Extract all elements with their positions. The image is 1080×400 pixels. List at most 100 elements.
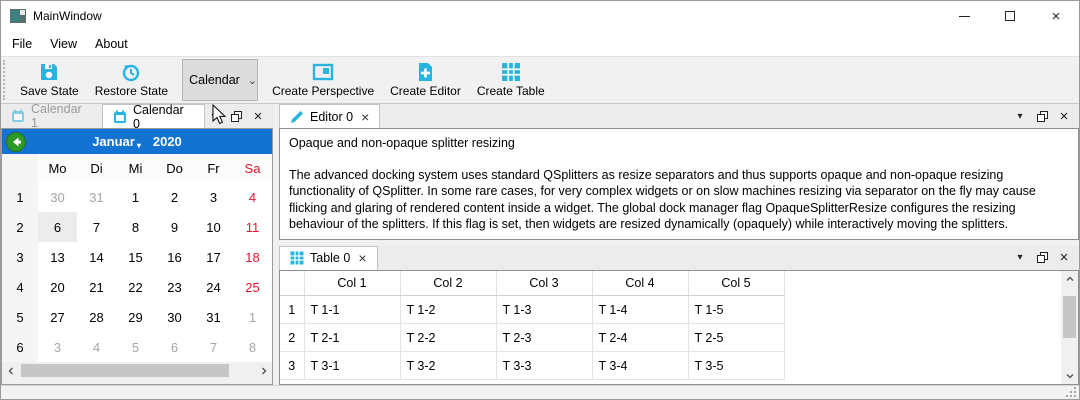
calendar-day[interactable]: 30 <box>167 309 182 325</box>
dock-float-button[interactable] <box>1033 107 1051 125</box>
menu-view[interactable]: View <box>50 36 78 51</box>
dock-close-button[interactable]: × <box>249 107 267 125</box>
year-button[interactable]: 2020 <box>152 133 182 149</box>
table-cell[interactable]: T 2-4 <box>591 323 689 352</box>
tab-calendar-0[interactable]: Calendar 0 <box>102 103 205 131</box>
table-cell[interactable]: T 1-2 <box>399 295 497 324</box>
create-table-button[interactable]: Create Table <box>469 57 553 103</box>
calendar-day[interactable]: 14 <box>89 249 104 265</box>
calendar-day[interactable]: 25 <box>245 279 260 295</box>
calendar-day[interactable]: 8 <box>248 339 257 355</box>
scrollbar-thumb[interactable] <box>21 364 229 377</box>
menu-about[interactable]: About <box>95 36 128 51</box>
menu-file[interactable]: File <box>12 36 33 51</box>
calendar-day[interactable]: 16 <box>167 249 182 265</box>
dock-menu-button[interactable]: ▾ <box>205 107 223 125</box>
column-header[interactable]: Col 2 <box>400 270 497 296</box>
calendar-day[interactable]: 6 <box>170 339 179 355</box>
create-perspective-button[interactable]: Create Perspective <box>264 57 382 103</box>
calendar-day[interactable]: 4 <box>248 189 257 205</box>
save-state-button[interactable]: Save State <box>12 57 87 103</box>
calendar-day[interactable]: 6 <box>38 212 77 242</box>
tab-close-icon[interactable]: × <box>358 250 367 266</box>
calendar-day[interactable]: 7 <box>92 219 101 235</box>
dock-menu-button[interactable]: ▾ <box>1011 249 1029 267</box>
editor-content[interactable]: Opaque and non-opaque splitter resizing … <box>279 128 1079 240</box>
scrollbar-thumb[interactable] <box>1063 295 1076 338</box>
tab-editor-0[interactable]: Editor 0 × <box>279 104 381 128</box>
calendar-day[interactable]: 18 <box>245 249 260 265</box>
calendar-day[interactable]: 17 <box>206 249 221 265</box>
table-vertical-scrollbar[interactable] <box>1061 270 1078 384</box>
table-cell[interactable]: T 2-1 <box>303 323 401 352</box>
calendar-day[interactable]: 1 <box>131 189 140 205</box>
table-cell[interactable]: T 3-2 <box>399 351 497 380</box>
row-number[interactable]: 2 <box>280 323 305 352</box>
table-cell[interactable]: T 3-5 <box>687 351 785 380</box>
column-header[interactable]: Col 4 <box>592 270 689 296</box>
calendar-day[interactable]: 28 <box>89 309 104 325</box>
table-cell[interactable]: T 3-3 <box>495 351 593 380</box>
calendar-prev-month-button[interactable] <box>6 131 26 152</box>
scroll-down-arrow[interactable] <box>1061 367 1078 384</box>
create-editor-button[interactable]: Create Editor <box>382 57 469 103</box>
calendar-day[interactable]: 7 <box>209 339 218 355</box>
scrollbar-track[interactable] <box>19 362 255 379</box>
size-grip[interactable] <box>1065 386 1077 398</box>
calendar-day[interactable]: 2 <box>170 189 179 205</box>
dock-close-button[interactable]: × <box>1055 107 1073 125</box>
scroll-right-arrow[interactable] <box>255 362 272 379</box>
calendar-day[interactable]: 11 <box>245 219 260 235</box>
calendar-day[interactable]: 8 <box>131 219 140 235</box>
month-button[interactable]: Januar <box>92 133 135 149</box>
toolbar-drag-handle[interactable] <box>3 60 10 100</box>
row-number[interactable]: 3 <box>280 351 305 380</box>
scroll-left-arrow[interactable] <box>2 362 19 379</box>
calendar-day[interactable]: 3 <box>53 339 62 355</box>
table-cell[interactable]: T 2-3 <box>495 323 593 352</box>
maximize-button[interactable] <box>987 1 1033 31</box>
calendar-day[interactable]: 15 <box>128 249 143 265</box>
close-button[interactable]: × <box>1033 1 1079 31</box>
calendar-day[interactable]: 10 <box>206 219 221 235</box>
table-cell[interactable]: T 1-5 <box>687 295 785 324</box>
tab-table-0[interactable]: Table 0 × <box>279 245 378 270</box>
table-cell[interactable]: T 2-5 <box>687 323 785 352</box>
calendar-day[interactable]: 29 <box>128 309 143 325</box>
table-cell[interactable]: T 1-3 <box>495 295 593 324</box>
horizontal-splitter[interactable] <box>279 239 1079 246</box>
restore-state-button[interactable]: Restore State <box>87 57 176 103</box>
column-header[interactable]: Col 5 <box>688 270 785 296</box>
vertical-splitter[interactable] <box>273 104 279 385</box>
calendar-day[interactable]: 22 <box>128 279 143 295</box>
table-cell[interactable]: T 1-1 <box>303 295 401 324</box>
minimize-button[interactable] <box>941 1 987 31</box>
calendar-day[interactable]: 23 <box>167 279 182 295</box>
calendar-day[interactable]: 5 <box>131 339 140 355</box>
calendar-day[interactable]: 21 <box>89 279 104 295</box>
calendar-day[interactable]: 27 <box>50 309 65 325</box>
scrollbar-track[interactable] <box>1061 288 1078 368</box>
calendar-day[interactable]: 20 <box>50 279 65 295</box>
calendar-day[interactable]: 3 <box>209 189 218 205</box>
calendar-day[interactable]: 31 <box>89 189 104 205</box>
dock-float-button[interactable] <box>227 107 245 125</box>
calendar-day[interactable]: 13 <box>50 249 65 265</box>
scroll-up-arrow[interactable] <box>1061 271 1078 288</box>
calendar-day[interactable]: 24 <box>206 279 221 295</box>
perspective-combobox[interactable]: Calendar ⌄ <box>182 59 259 101</box>
tab-calendar-1[interactable]: Calendar 1 <box>1 102 102 130</box>
dock-close-button[interactable]: × <box>1055 249 1073 267</box>
column-header[interactable]: Col 1 <box>304 270 401 296</box>
calendar-month-year[interactable]: Januar ▾ 2020 <box>2 134 272 150</box>
tab-close-icon[interactable]: × <box>361 108 370 125</box>
calendar-day[interactable]: 9 <box>170 219 179 235</box>
calendar-day[interactable]: 30 <box>50 189 65 205</box>
column-header[interactable]: Col 3 <box>496 270 593 296</box>
table-cell[interactable]: T 3-4 <box>591 351 689 380</box>
table-cell[interactable]: T 2-2 <box>399 323 497 352</box>
calendar-day[interactable]: 31 <box>206 309 221 325</box>
row-number[interactable]: 1 <box>280 295 305 324</box>
calendar-day[interactable]: 4 <box>92 339 101 355</box>
